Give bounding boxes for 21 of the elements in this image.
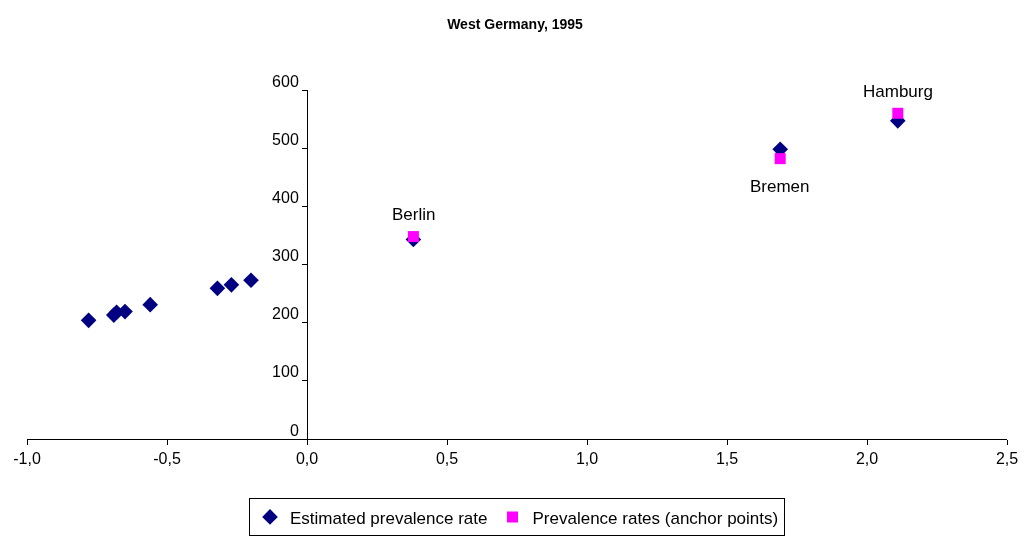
y-tick-label: 600 — [272, 72, 299, 90]
y-tick-label: 0 — [289, 421, 299, 439]
legend-label: Estimated prevalence rate — [290, 508, 488, 528]
x-tick-label: 1,5 — [715, 450, 739, 468]
chart-title: West Germany, 1995 — [447, 15, 584, 32]
x-tick-label: 0,5 — [435, 450, 459, 468]
y-tick-label: 500 — [272, 130, 299, 148]
annotation: Berlin — [392, 205, 436, 224]
x-tick-label: -1,0 — [13, 450, 41, 468]
x-tick-label: 0,0 — [295, 450, 319, 468]
annotation: Hamburg — [863, 82, 933, 101]
legend-label: Prevalence rates (anchor points) — [532, 508, 779, 528]
y-tick-label: 300 — [272, 247, 299, 265]
annotation: Bremen — [750, 177, 810, 196]
y-tick-label: 200 — [272, 305, 299, 323]
x-tick-label: 2,0 — [855, 450, 879, 468]
y-tick-label: 400 — [272, 188, 299, 206]
x-tick-label: 2,5 — [995, 450, 1019, 468]
x-tick-label: 1,0 — [575, 450, 599, 468]
x-tick-label: -0,5 — [153, 450, 181, 468]
y-tick-label: 100 — [272, 363, 299, 381]
